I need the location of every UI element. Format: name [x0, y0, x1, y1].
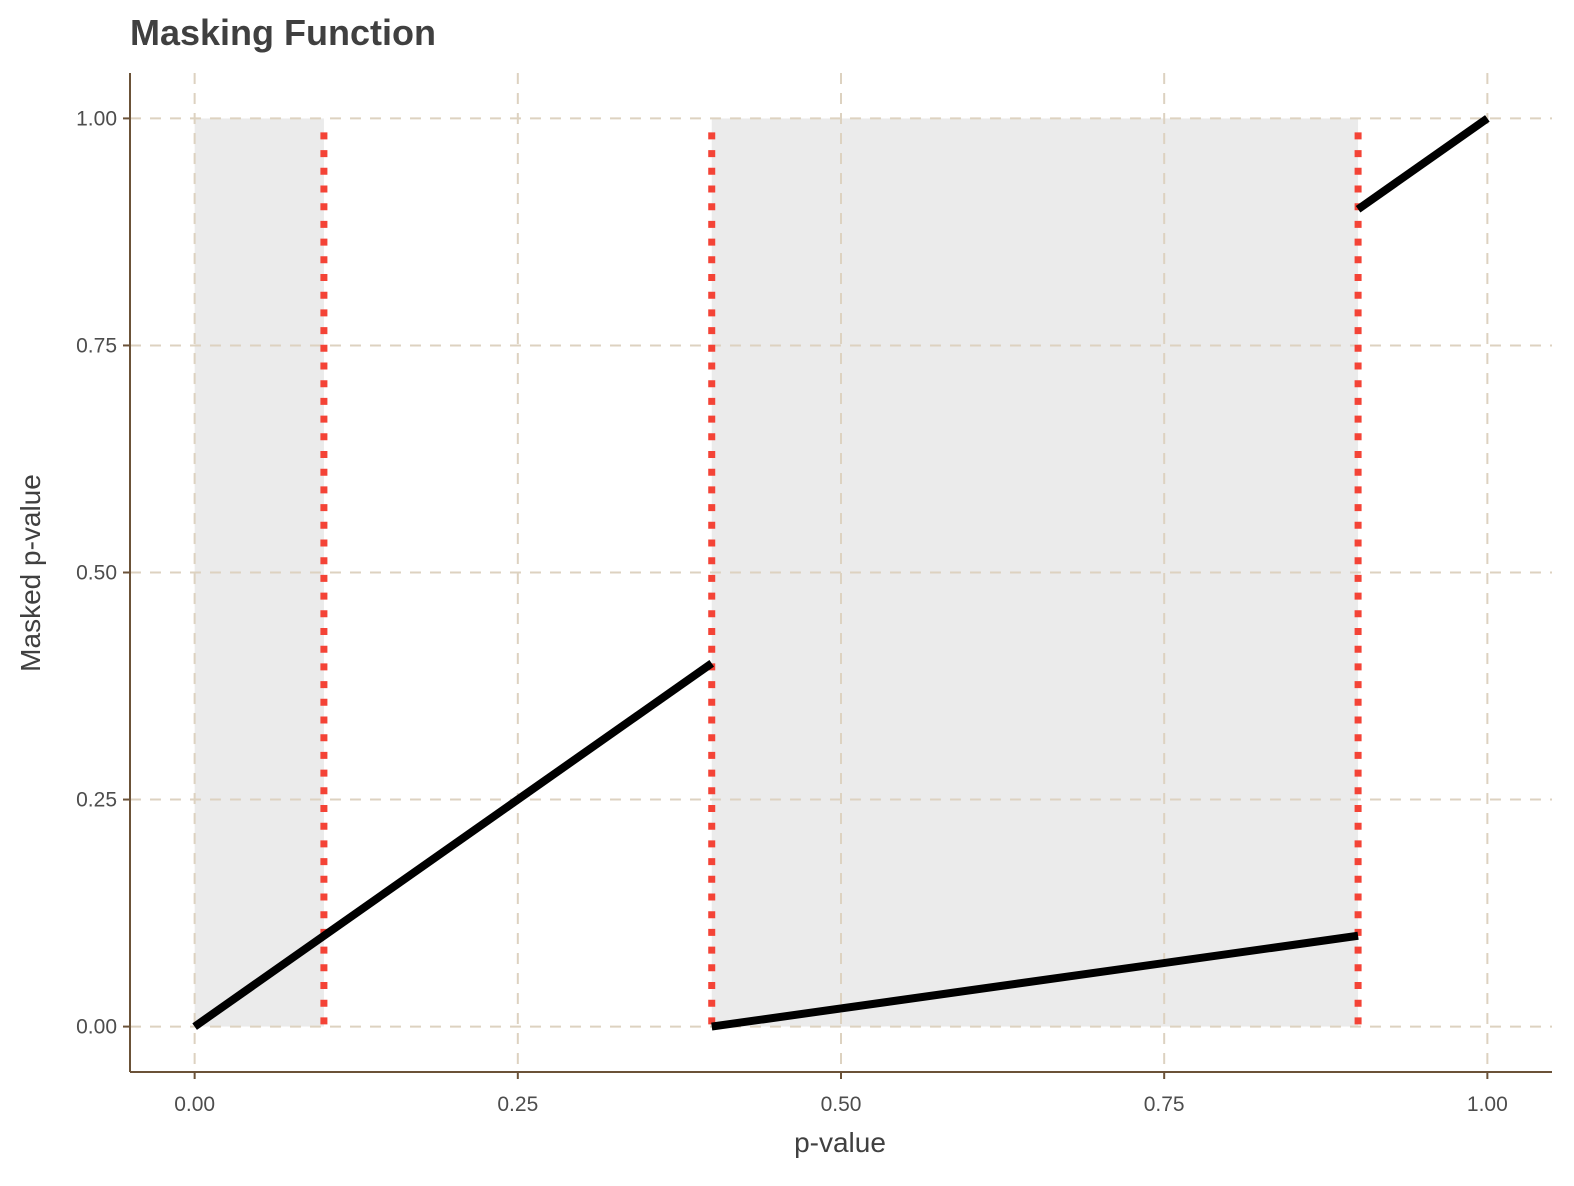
threshold-lines — [320, 132, 1362, 1029]
y-tick-label-2: 0.50 — [76, 562, 117, 585]
series-lines — [192, 115, 1490, 1031]
x-tick-label-0: 0.00 — [174, 1093, 215, 1116]
y-tick-label-4: 1.00 — [76, 107, 117, 130]
series-line-0 — [192, 660, 715, 1030]
y-tick-label-3: 0.75 — [76, 334, 117, 357]
y-tick-label-0: 0.00 — [76, 1016, 117, 1039]
x-tick-label-4: 1.00 — [1467, 1093, 1508, 1116]
x-tick-label-3: 0.75 — [1144, 1093, 1185, 1116]
x-tick-label-2: 0.50 — [821, 1093, 862, 1116]
chart-title: Masking Function — [130, 12, 436, 53]
axes — [123, 73, 1552, 1079]
series-line-2 — [1355, 115, 1490, 213]
y-tick-label-1: 0.25 — [76, 789, 117, 812]
grid-lines — [130, 73, 1552, 1072]
y-axis-title: Masked p-value — [15, 474, 46, 672]
x-tick-label-1: 0.25 — [497, 1093, 538, 1116]
series-line-1 — [711, 931, 1359, 1031]
y-tick-labels: 0.00 0.25 0.50 0.75 1.00 — [76, 107, 117, 1038]
x-axis-title: p-value — [794, 1127, 886, 1158]
x-tick-labels: 0.00 0.25 0.50 0.75 1.00 — [174, 1093, 1508, 1116]
